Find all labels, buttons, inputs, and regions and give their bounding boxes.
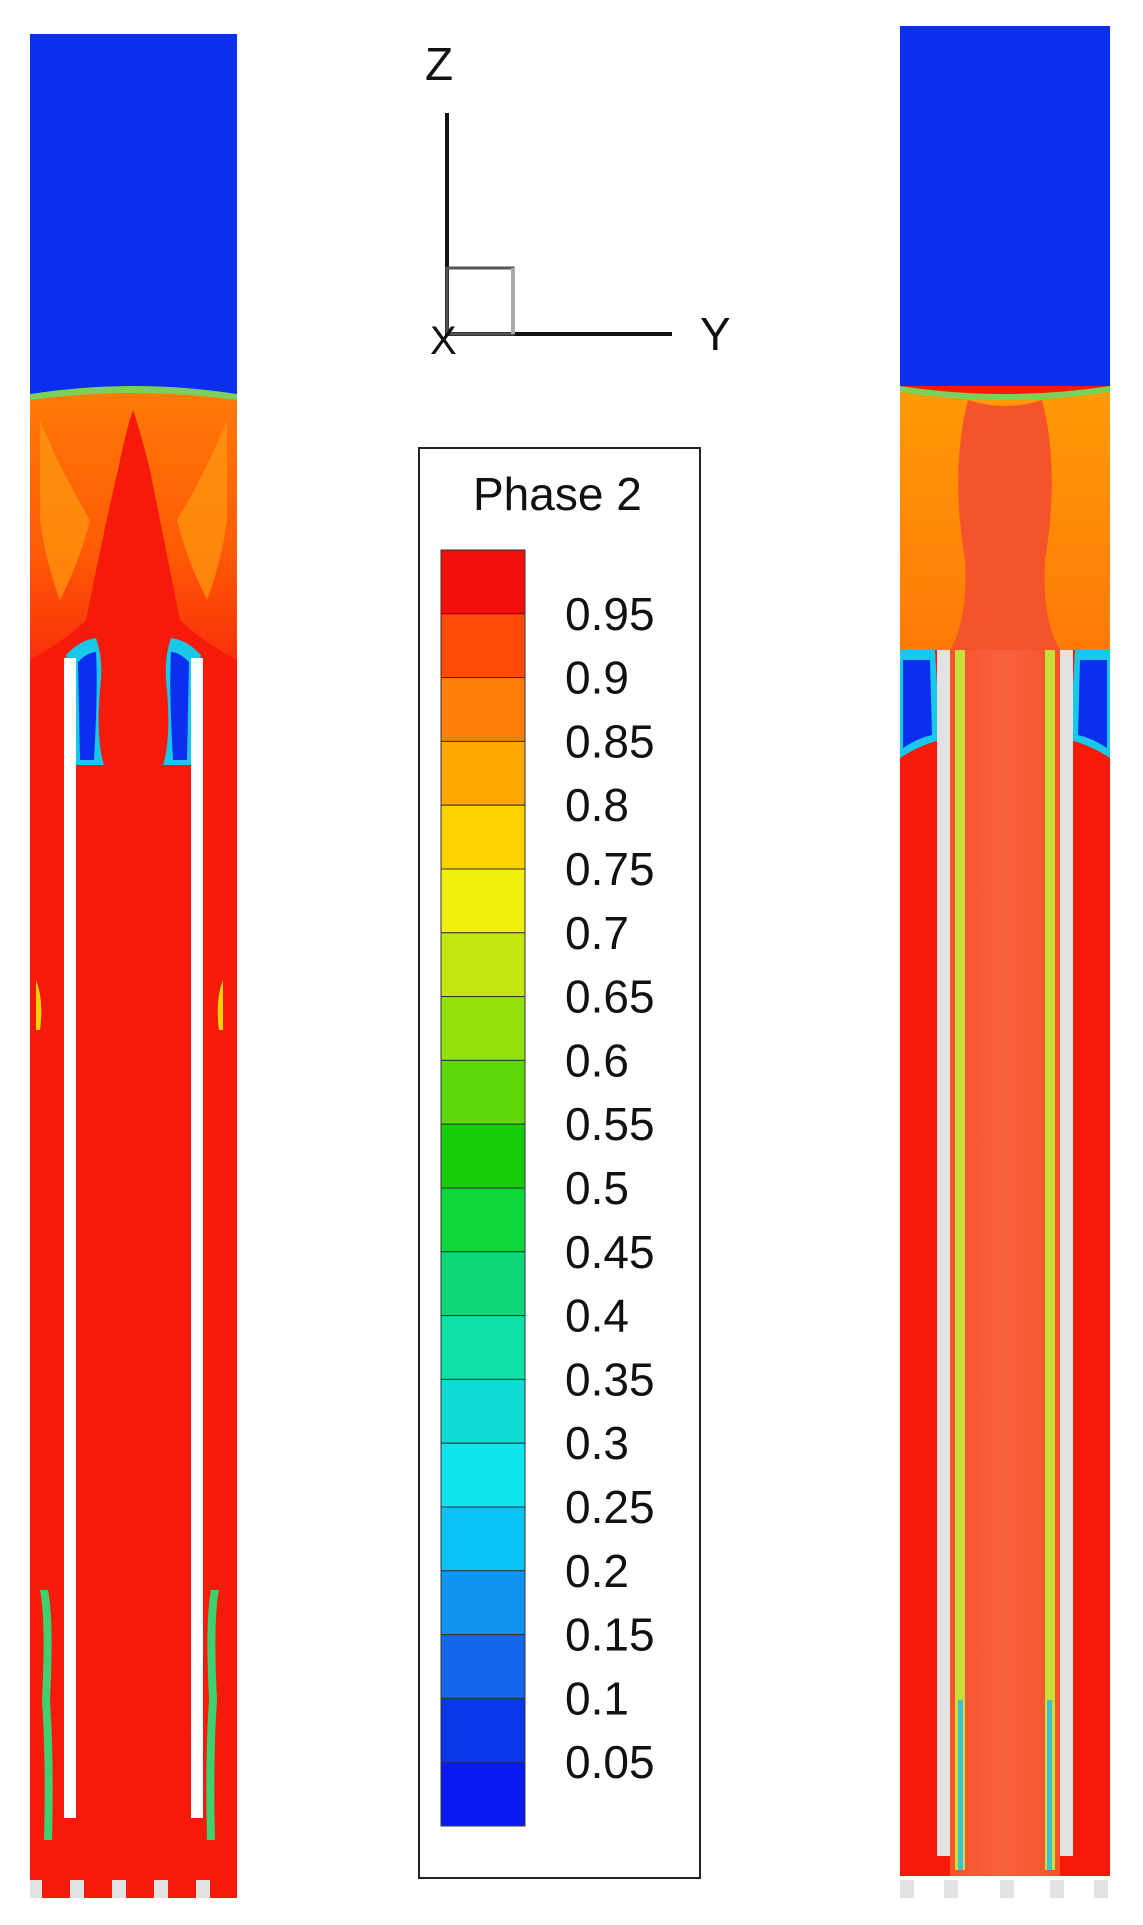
legend-tick-label: 0.4 — [565, 1290, 629, 1342]
left-distributor-slot-3 — [112, 1880, 126, 1898]
legend-band-4 — [440, 740, 526, 806]
left-splash-zone — [30, 393, 237, 660]
right-distributor-slot-3 — [1000, 1880, 1014, 1898]
left-inner-wall-a — [64, 658, 76, 1818]
right-distributor-slot-5 — [1094, 1880, 1108, 1898]
legend-tick-label: 0.1 — [565, 1672, 629, 1724]
left-distributor-slot-1 — [30, 1880, 42, 1898]
legend-band-9 — [440, 1059, 526, 1125]
legend-tick-label: 0.35 — [565, 1353, 655, 1405]
right-freeboard-region — [900, 26, 1110, 386]
left-splash-highlight-2 — [177, 420, 227, 600]
legend-tick-label: 0.25 — [565, 1481, 655, 1533]
legend-band-1 — [440, 549, 526, 615]
right-contour-column — [900, 26, 1110, 1898]
legend-band-7 — [440, 932, 526, 998]
legend-tick-label: 0.7 — [565, 907, 629, 959]
legend-band-19 — [440, 1697, 526, 1763]
right-distributor-slot-1 — [900, 1880, 914, 1898]
legend-tick-label: 0.5 — [565, 1162, 629, 1214]
left-distributor-slot-2 — [70, 1880, 84, 1898]
legend-band-13 — [440, 1315, 526, 1380]
legend-band-3 — [440, 677, 526, 742]
legend-band-14 — [440, 1378, 526, 1444]
legend-tick-labels: 0.95 0.9 0.85 0.8 0.75 0.7 0.65 0.6 0.55 0.5 0.45 0… — [565, 588, 655, 1788]
right-riser-streak-d — [1047, 1700, 1052, 1870]
legend-tick-label: 0.8 — [565, 779, 629, 831]
left-pocket-b-core — [170, 652, 189, 760]
axis-z-label: Z — [425, 38, 453, 90]
legend-tick-label: 0.55 — [565, 1098, 655, 1150]
legend-tick-label: 0.45 — [565, 1226, 655, 1278]
legend-band-18 — [440, 1634, 526, 1699]
legend-band-8 — [440, 996, 526, 1061]
legend-band-2 — [440, 613, 526, 679]
legend-color-bands — [440, 549, 526, 1827]
legend-band-20 — [440, 1761, 526, 1827]
colorbar-legend: Phase 2 0.95 0.9 0.85 0.8 0.75 0.7 0.65 0.6 0.55… — [418, 447, 701, 1879]
left-annulus-streak-b — [206, 1590, 219, 1840]
legend-tick-label: 0.15 — [565, 1609, 655, 1661]
axis-y-label: Y — [700, 308, 731, 360]
legend-band-12 — [440, 1251, 526, 1317]
left-freeboard-region — [30, 34, 237, 394]
left-annulus-streak-a — [40, 1590, 53, 1840]
legend-band-10 — [440, 1123, 526, 1189]
right-plume — [950, 400, 1060, 650]
legend-band-5 — [440, 804, 526, 870]
right-pocket-a-core — [903, 660, 932, 748]
legend-band-15 — [440, 1442, 526, 1508]
legend-band-11 — [440, 1187, 526, 1253]
legend-tick-label: 0.9 — [565, 652, 629, 704]
right-riser-core — [950, 650, 1060, 1876]
legend-band-17 — [440, 1570, 526, 1636]
right-riser-streak-a — [955, 650, 965, 1870]
legend-tick-label: 0.85 — [565, 715, 655, 767]
legend-tick-label: 0.3 — [565, 1417, 629, 1469]
right-inner-wall-b — [1060, 650, 1073, 1856]
legend-tick-label: 0.95 — [565, 588, 655, 640]
left-contour-column — [30, 34, 237, 1898]
left-annulus-yellow-a — [36, 980, 42, 1030]
legend-tick-label: 0.75 — [565, 843, 655, 895]
right-distributor-slot-2 — [944, 1880, 958, 1898]
legend-tick-label: 0.05 — [565, 1736, 655, 1788]
right-inner-wall-a — [937, 650, 950, 1856]
legend-title: Phase 2 — [473, 468, 642, 520]
left-annulus-yellow-b — [217, 980, 223, 1030]
legend-band-16 — [440, 1506, 526, 1572]
left-pocket-a-core — [78, 652, 97, 760]
axis-x-label: X — [430, 319, 457, 363]
right-riser-streak-c — [958, 1700, 963, 1870]
legend-tick-label: 0.2 — [565, 1545, 629, 1597]
left-distributor-slot-5 — [196, 1880, 210, 1898]
left-splash-highlight — [40, 420, 90, 600]
left-distributor-slot-4 — [154, 1880, 168, 1898]
right-distributor-slot-4 — [1050, 1880, 1064, 1898]
legend-band-6 — [440, 868, 526, 934]
right-pocket-b-core — [1078, 660, 1107, 748]
legend-tick-label: 0.6 — [565, 1034, 629, 1086]
axis-triad: Z X Y — [425, 38, 731, 363]
legend-tick-label: 0.65 — [565, 971, 655, 1023]
left-inner-wall-b — [191, 658, 203, 1818]
right-riser-streak-b — [1045, 650, 1055, 1870]
axis-corner-box — [445, 266, 515, 336]
